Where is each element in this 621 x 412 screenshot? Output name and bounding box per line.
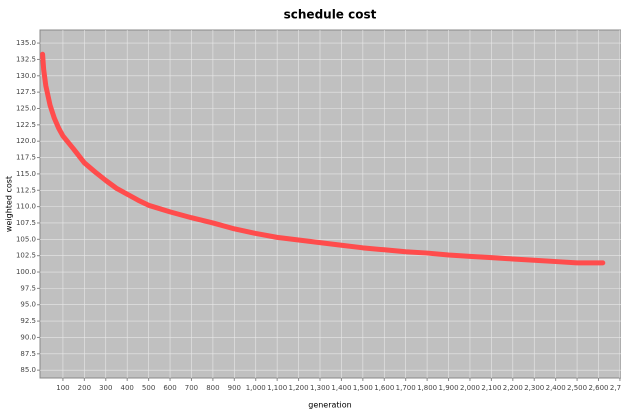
- x-tick-label: 2,700: [610, 384, 621, 392]
- y-tick-label: 115.0: [16, 170, 36, 178]
- x-tick-label: 1,300: [310, 384, 330, 392]
- y-tick-label: 122.5: [16, 121, 36, 129]
- y-tick-label: 100.0: [16, 268, 36, 276]
- x-tick-label: 500: [142, 384, 155, 392]
- y-tick-label: 132.5: [16, 55, 36, 63]
- y-tick-label: 110.0: [16, 203, 36, 211]
- y-tick-label: 127.5: [16, 88, 36, 96]
- x-tick-label: 1,200: [289, 384, 309, 392]
- y-tick-label: 92.5: [20, 317, 36, 325]
- y-tick-label: 130.0: [16, 72, 36, 80]
- y-axis-label: weighted cost: [5, 176, 14, 232]
- y-tick-label: 90.0: [20, 333, 36, 341]
- x-tick-label: 2,500: [567, 384, 587, 392]
- x-tick-label: 1,700: [396, 384, 416, 392]
- plot-area: [39, 29, 621, 379]
- x-tick-label: 1,400: [331, 384, 351, 392]
- y-tick-label: 120.0: [16, 137, 36, 145]
- x-axis-label: generation: [308, 401, 352, 410]
- y-tick-label: 85.0: [20, 366, 36, 374]
- x-tick-label: 600: [163, 384, 176, 392]
- x-tick-label: 900: [228, 384, 241, 392]
- data-line: [40, 51, 606, 266]
- x-tick-label: 200: [78, 384, 91, 392]
- y-tick-label: 97.5: [20, 284, 36, 292]
- y-tick-label: 107.5: [16, 219, 36, 227]
- y-tick-label: 125.0: [16, 104, 36, 112]
- y-tick-label: 112.5: [16, 186, 36, 194]
- x-tick-label: 1,800: [417, 384, 437, 392]
- x-tick-label: 1,500: [353, 384, 373, 392]
- y-tick-label: 102.5: [16, 252, 36, 260]
- x-tick-label: 1,000: [246, 384, 266, 392]
- x-tick-label: 400: [121, 384, 134, 392]
- x-tick-label: 100: [56, 384, 69, 392]
- x-tick-label: 300: [99, 384, 112, 392]
- x-tick-label: 2,400: [546, 384, 566, 392]
- x-tick-label: 1,900: [439, 384, 459, 392]
- x-tick-label: 2,000: [460, 384, 480, 392]
- y-tick-label: 87.5: [20, 350, 36, 358]
- x-tick-label: 700: [185, 384, 198, 392]
- y-tick-label: 135.0: [16, 39, 36, 47]
- x-tick-label: 800: [206, 384, 219, 392]
- x-tick-label: 1,600: [374, 384, 394, 392]
- y-tick-label: 117.5: [16, 154, 36, 162]
- y-tick-label: 105.0: [16, 235, 36, 243]
- x-tick-label: 1,100: [267, 384, 287, 392]
- x-tick-label: 2,300: [524, 384, 544, 392]
- chart-title: schedule cost: [284, 8, 377, 22]
- x-tick-label: 2,200: [503, 384, 523, 392]
- x-tick-label: 2,600: [588, 384, 608, 392]
- x-tick-label: 2,100: [481, 384, 501, 392]
- y-tick-label: 95.0: [20, 301, 36, 309]
